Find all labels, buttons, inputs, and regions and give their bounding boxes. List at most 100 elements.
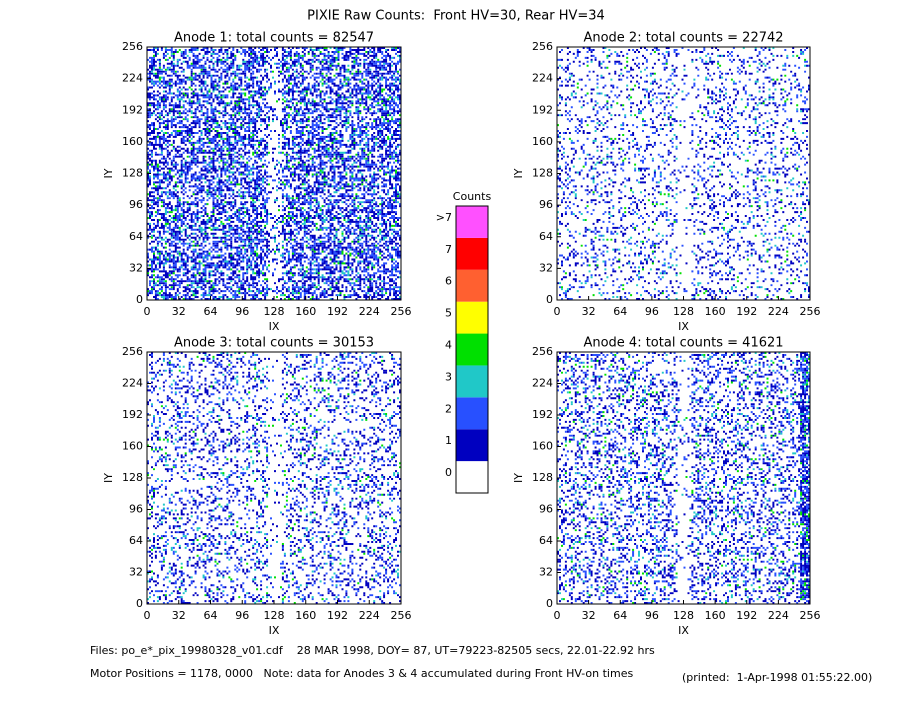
x-tick-label: 32	[172, 609, 186, 622]
x-tick-label: 192	[327, 305, 348, 318]
x-tick-label: 96	[645, 305, 659, 318]
colorbar-swatch	[456, 429, 488, 462]
x-tick-label: 32	[172, 305, 186, 318]
x-tick-label: 128	[673, 305, 694, 318]
y-tick-label: 128	[532, 471, 553, 484]
texture	[557, 352, 810, 604]
y-tick-label: 32	[129, 261, 143, 274]
y-tick-label: 0	[136, 597, 143, 610]
y-tick-label: 64	[129, 230, 143, 243]
y-tick-label: 160	[122, 440, 143, 453]
y-tick-label: 96	[539, 198, 553, 211]
panel-title: Anode 2: total counts = 22742	[583, 31, 783, 46]
colorbar-label: 6	[445, 275, 452, 288]
y-tick-label: 32	[129, 566, 143, 579]
colorbar-swatch	[456, 301, 488, 334]
y-tick-label: 32	[539, 566, 553, 579]
y-tick-label: 160	[532, 440, 553, 453]
x-axis-label: IX	[269, 624, 280, 637]
colorbar-label: 4	[445, 339, 452, 352]
colorbar-swatch	[456, 237, 488, 270]
x-axis-label: IX	[269, 320, 280, 333]
texture	[147, 352, 401, 604]
x-tick-label: 160	[295, 305, 316, 318]
y-tick-label: 256	[122, 345, 143, 358]
x-tick-label: 64	[204, 609, 218, 622]
colorbar-swatch	[456, 397, 488, 430]
colorbar-label: 0	[445, 466, 452, 479]
x-tick-label: 64	[204, 305, 218, 318]
colorbar-swatch	[456, 206, 488, 238]
x-tick-label: 160	[705, 305, 726, 318]
texture	[147, 352, 401, 604]
main-title: PIXIE Raw Counts: Front HV=30, Rear HV=3…	[307, 9, 605, 24]
texture	[149, 47, 401, 300]
x-tick-label: 224	[768, 305, 789, 318]
y-axis-label: IY	[102, 168, 115, 178]
footer-printed: (printed: 1-Apr-1998 01:55:22.00)	[682, 671, 872, 684]
x-tick-label: 0	[554, 609, 561, 622]
x-tick-label: 96	[235, 609, 249, 622]
y-tick-label: 128	[532, 167, 553, 180]
x-tick-label: 32	[582, 609, 596, 622]
y-tick-label: 192	[122, 103, 143, 116]
footer-motor: Motor Positions = 1178, 0000 Note: data …	[90, 667, 633, 680]
y-tick-label: 0	[546, 293, 553, 306]
y-tick-label: 192	[122, 408, 143, 421]
x-tick-label: 256	[391, 305, 412, 318]
x-tick-label: 160	[295, 609, 316, 622]
colorbar-label: >7	[436, 211, 452, 224]
texture	[557, 51, 807, 300]
colorbar-swatch	[456, 461, 488, 493]
y-tick-label: 96	[129, 198, 143, 211]
x-tick-label: 256	[800, 609, 821, 622]
y-tick-label: 0	[136, 293, 143, 306]
panel-title: Anode 3: total counts = 30153	[174, 336, 374, 351]
y-tick-label: 64	[539, 534, 553, 547]
y-axis-label: IY	[512, 473, 525, 483]
x-tick-label: 128	[264, 609, 285, 622]
y-tick-label: 160	[532, 135, 553, 148]
y-tick-label: 96	[539, 503, 553, 516]
y-tick-label: 192	[532, 408, 553, 421]
x-tick-label: 0	[554, 305, 561, 318]
y-tick-label: 128	[122, 471, 143, 484]
y-tick-label: 256	[532, 40, 553, 53]
x-tick-label: 128	[264, 305, 285, 318]
y-tick-label: 192	[532, 103, 553, 116]
colorbar-frame	[455, 205, 489, 494]
colorbar-label: 3	[445, 370, 452, 383]
x-tick-label: 160	[705, 609, 726, 622]
texture	[147, 47, 401, 300]
y-tick-label: 224	[532, 72, 553, 85]
footer-files: Files: po_e*_pix_19980328_v01.cdf 28 MAR…	[90, 644, 655, 657]
colorbar-swatch	[456, 365, 488, 398]
x-tick-label: 96	[645, 609, 659, 622]
y-tick-label: 224	[532, 377, 553, 390]
x-tick-label: 192	[327, 609, 348, 622]
x-tick-label: 192	[736, 609, 757, 622]
x-tick-label: 192	[736, 305, 757, 318]
panel-title: Anode 4: total counts = 41621	[583, 336, 783, 351]
y-tick-label: 64	[539, 230, 553, 243]
colorbar-label: 1	[445, 434, 452, 447]
x-tick-label: 128	[673, 609, 694, 622]
colorbar-swatch	[456, 333, 488, 366]
texture	[147, 47, 401, 300]
texture	[147, 352, 401, 604]
y-tick-label: 224	[122, 72, 143, 85]
x-tick-label: 96	[235, 305, 249, 318]
y-axis-label: IY	[512, 168, 525, 178]
x-axis-label: IX	[678, 624, 689, 637]
y-axis-label: IY	[102, 473, 115, 483]
colorbar-label: 2	[445, 402, 452, 415]
y-tick-label: 224	[122, 377, 143, 390]
y-tick-label: 0	[546, 597, 553, 610]
colorbar-label: 7	[445, 243, 452, 256]
y-tick-label: 128	[122, 167, 143, 180]
colorbar-swatch	[456, 269, 488, 302]
x-tick-label: 32	[582, 305, 596, 318]
x-tick-label: 64	[613, 305, 627, 318]
texture	[147, 352, 401, 604]
